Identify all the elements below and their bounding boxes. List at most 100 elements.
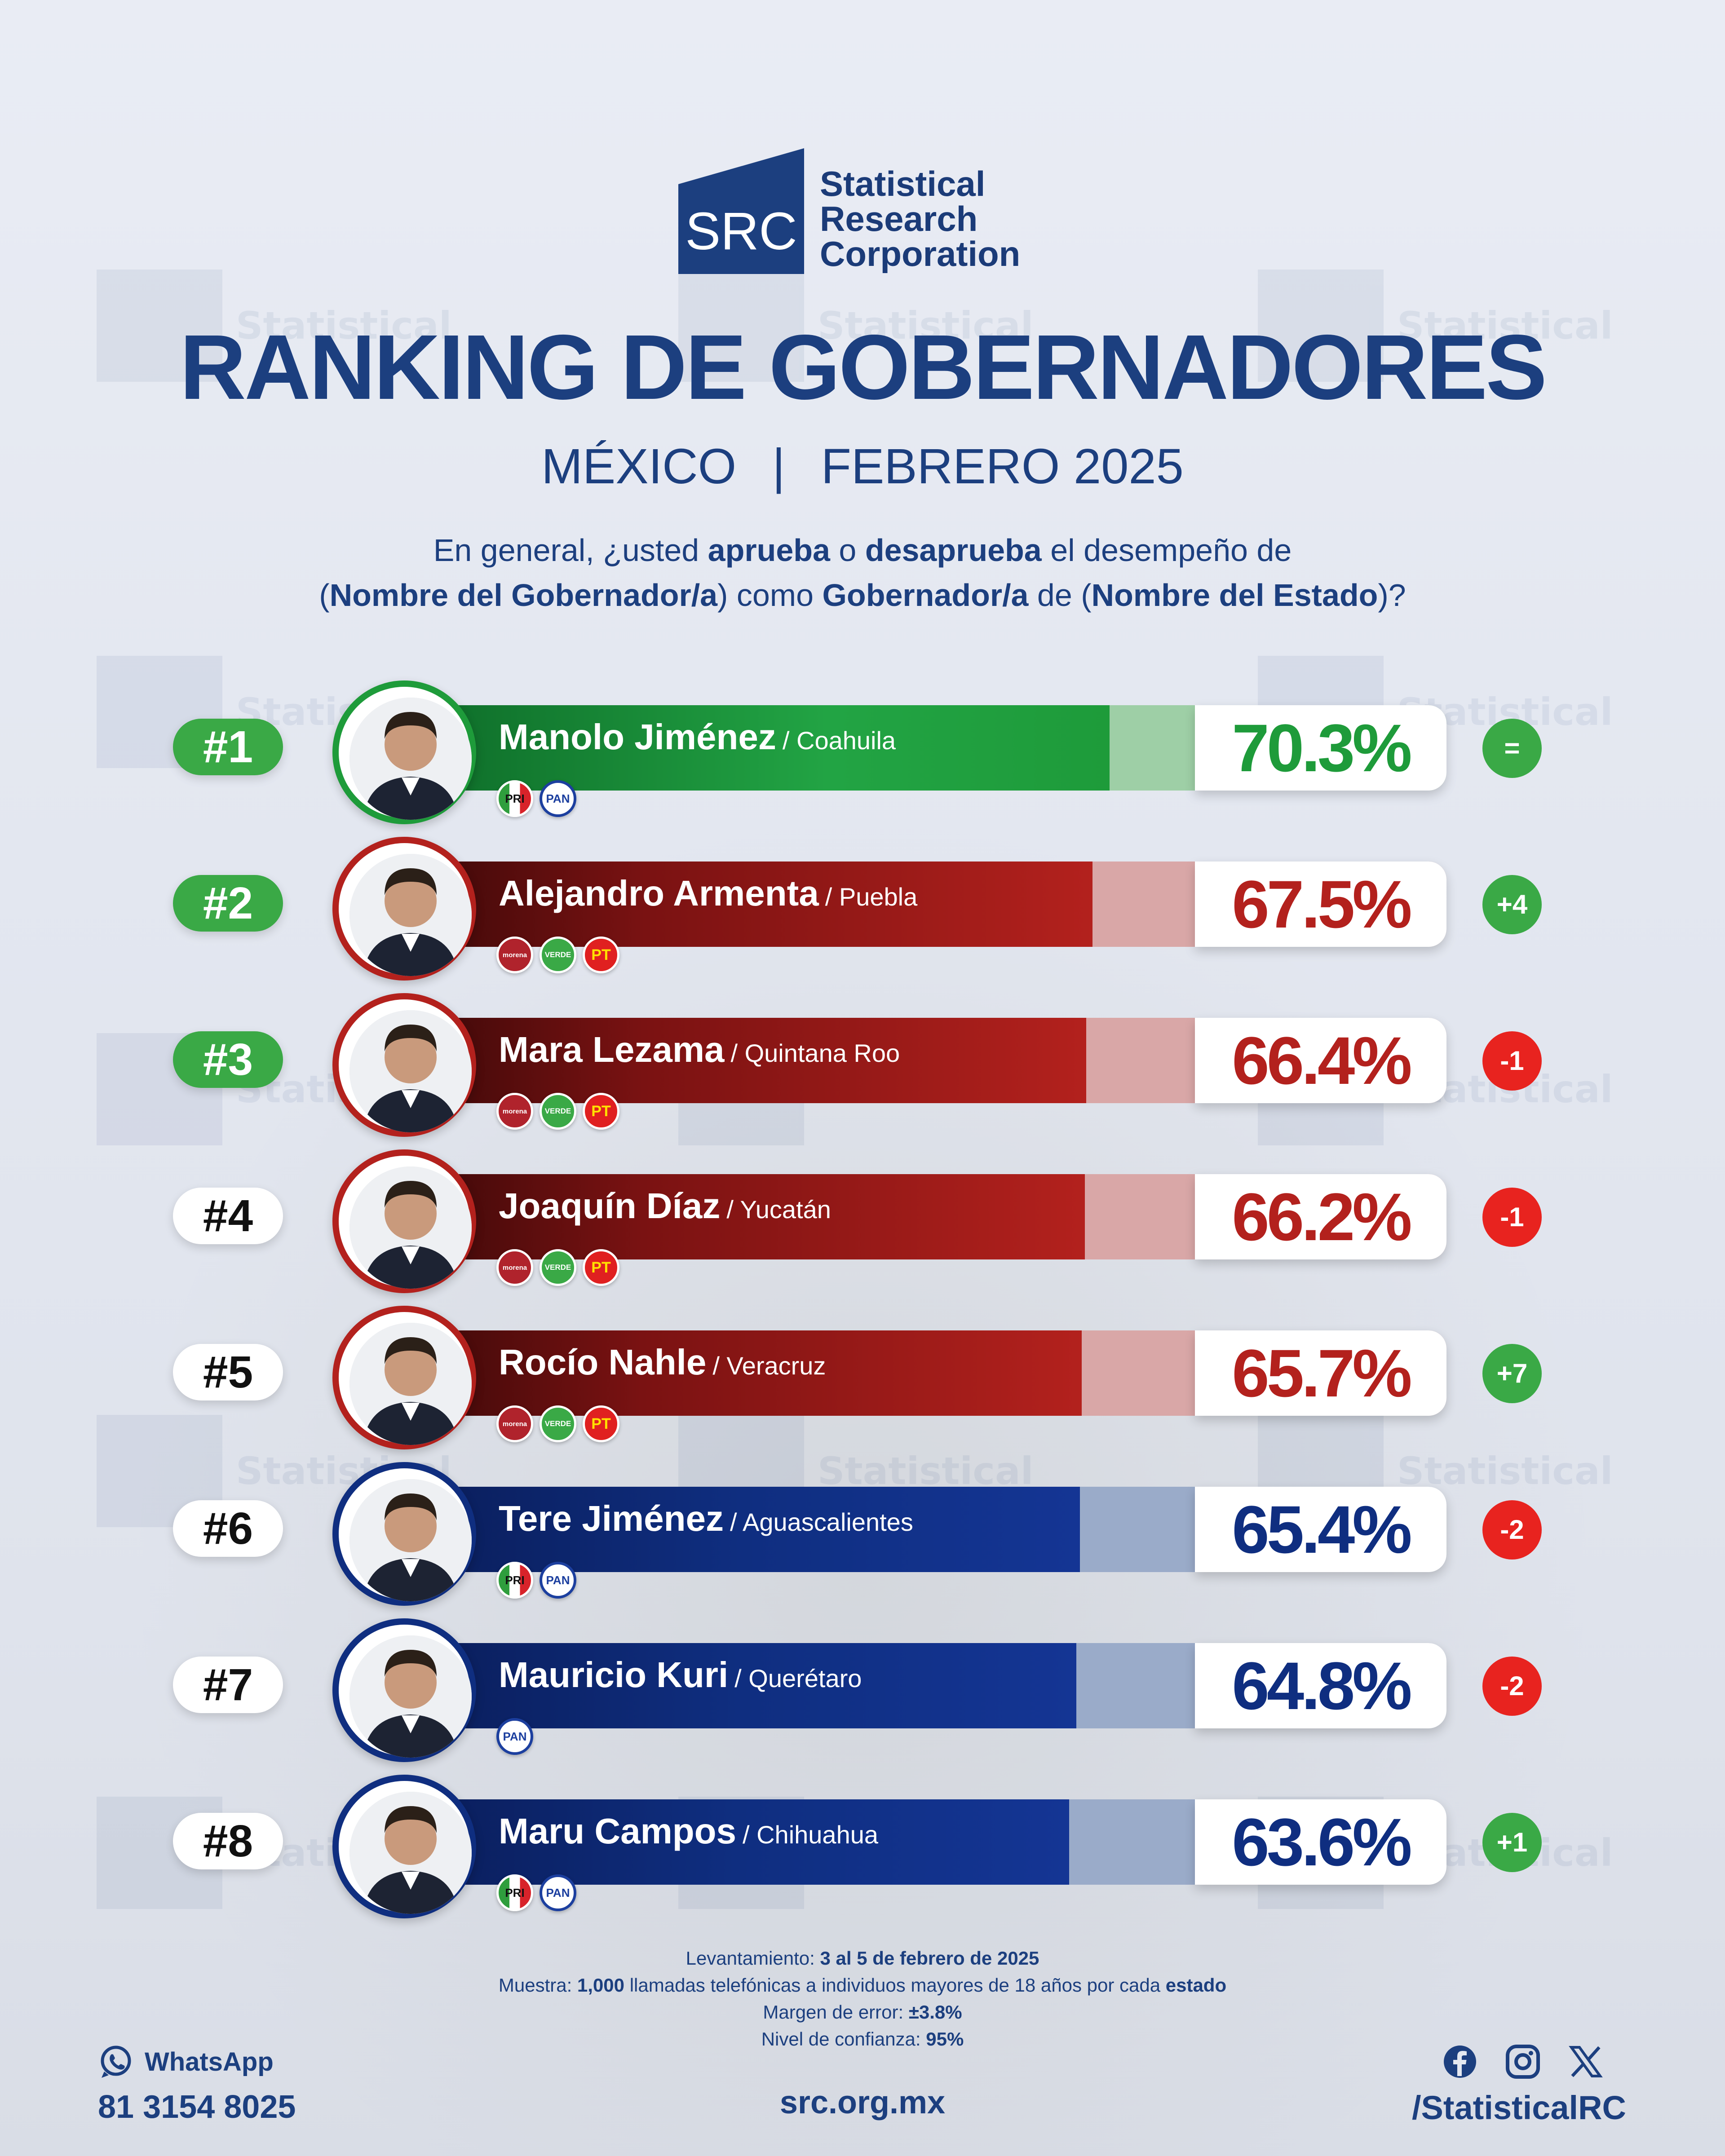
governor-name-line: Manolo Jiménez / Coahuila <box>499 716 896 758</box>
governor-photo <box>332 680 476 824</box>
person-icon <box>349 1479 472 1601</box>
social-links: /StatisticalRC <box>1412 2044 1626 2127</box>
party-logo-verde: VERDE <box>540 1405 576 1442</box>
party-logo-pt: PT <box>583 937 619 973</box>
approval-bar: 67.5% <box>404 862 1446 947</box>
ranking-row: #6 65.4% Tere Jiménez / Agu <box>0 1458 1725 1610</box>
rank-badge: #4 <box>173 1188 283 1244</box>
party-logo-morena: morena <box>496 1093 533 1130</box>
party-logo-morena: morena <box>496 1405 533 1442</box>
bar-fill <box>404 705 1110 791</box>
approval-bar: 66.4% <box>404 1018 1446 1103</box>
logo-line-3: Corporation <box>820 234 1021 274</box>
rank-badge: #1 <box>173 719 283 775</box>
approval-percent: 65.4% <box>1195 1487 1446 1572</box>
governor-name-line: Joaquín Díaz / Yucatán <box>499 1185 831 1227</box>
x-icon[interactable] <box>1568 2044 1604 2080</box>
bar-fill <box>404 1799 1069 1885</box>
bar-fill <box>404 1174 1085 1259</box>
party-logos: PRI PAN <box>496 780 576 817</box>
subtitle-period: FEBRERO 2025 <box>821 439 1184 494</box>
governor-name-line: Mara Lezama / Quintana Roo <box>499 1029 900 1070</box>
governor-state: / Coahuila <box>782 726 896 755</box>
governor-name-line: Tere Jiménez / Aguascalientes <box>499 1498 913 1539</box>
bar-fill <box>404 1330 1082 1416</box>
party-logos: morena VERDE PT <box>496 1093 619 1130</box>
person-icon <box>349 1635 472 1758</box>
page-title: RANKING DE GOBERNADORES <box>179 316 1547 419</box>
governor-name-line: Rocío Nahle / Veracruz <box>499 1342 826 1383</box>
governor-state: / Aguascalientes <box>730 1508 913 1536</box>
methodology: Levantamiento: 3 al 5 de febrero de 2025… <box>498 1948 1227 2050</box>
phone-number: 81 3154 8025 <box>98 2089 296 2125</box>
rank-badge: #3 <box>173 1031 283 1088</box>
rank-badge: #8 <box>173 1813 283 1869</box>
bar-fill <box>404 862 1092 947</box>
instagram-icon[interactable] <box>1505 2044 1541 2080</box>
approval-percent: 66.2% <box>1195 1174 1446 1259</box>
governor-name: Rocío Nahle <box>499 1342 707 1382</box>
approval-percent: 67.5% <box>1195 862 1446 947</box>
person-icon <box>349 698 472 820</box>
svg-text:SRC: SRC <box>685 202 797 261</box>
person-icon <box>349 1166 472 1289</box>
governor-state: / Puebla <box>825 883 918 911</box>
approval-bar: 65.7% <box>404 1330 1446 1416</box>
party-logo-pri: PRI <box>496 1874 533 1911</box>
facebook-icon[interactable] <box>1442 2044 1478 2080</box>
party-logo-pan: PAN <box>540 1562 576 1599</box>
person-icon <box>349 854 472 976</box>
approval-bar: 64.8% <box>404 1643 1446 1728</box>
governor-state: / Chihuahua <box>742 1820 878 1849</box>
party-logo-pan: PAN <box>540 780 576 817</box>
party-logo-pt: PT <box>583 1249 619 1286</box>
governor-photo <box>332 1149 476 1293</box>
social-handle[interactable]: /StatisticalRC <box>1411 2089 1626 2126</box>
party-logo-verde: VERDE <box>540 937 576 973</box>
governor-photo <box>332 837 476 981</box>
ranking-row: #3 66.4% Mara Lezama / Quin <box>0 989 1725 1141</box>
logo-line-2: Research <box>820 199 978 239</box>
governor-name: Alejandro Armenta <box>499 873 819 913</box>
ranking-row: #7 64.8% Mauricio Kuri / Qu <box>0 1614 1725 1767</box>
governor-state: / Veracruz <box>712 1352 826 1380</box>
party-logo-verde: VERDE <box>540 1093 576 1130</box>
party-logos: morena VERDE PT <box>496 1405 619 1442</box>
governor-name: Mauricio Kuri <box>499 1655 729 1695</box>
person-icon <box>349 1323 472 1445</box>
ranking-row: #4 66.2% Joaquín Díaz / Yuc <box>0 1145 1725 1298</box>
party-logo-pri: PRI <box>496 780 533 817</box>
party-logo-pt: PT <box>583 1405 619 1442</box>
governor-photo <box>332 1618 476 1762</box>
governor-name: Joaquín Díaz <box>499 1186 721 1226</box>
governor-name-line: Maru Campos / Chihuahua <box>499 1811 878 1852</box>
rank-change-badge: -2 <box>1482 1500 1542 1560</box>
whatsapp-contact[interactable]: WhatsApp 81 3154 8025 <box>98 2044 296 2125</box>
approval-bar: 65.4% <box>404 1487 1446 1572</box>
website-link[interactable]: src.org.mx <box>779 2085 946 2121</box>
governor-photo <box>332 1775 476 1918</box>
approval-percent: 66.4% <box>1195 1018 1446 1103</box>
governor-state: / Querétaro <box>734 1664 862 1692</box>
rank-badge: #7 <box>173 1657 283 1713</box>
approval-bar: 70.3% <box>404 705 1446 791</box>
approval-percent: 70.3% <box>1195 705 1446 791</box>
bar-fill <box>404 1643 1076 1728</box>
rank-change-badge: +7 <box>1482 1344 1542 1403</box>
rank-badge: #5 <box>173 1344 283 1401</box>
ranking-row: #2 67.5% Alejandro Armenta <box>0 832 1725 985</box>
governor-photo <box>332 1306 476 1449</box>
party-logo-morena: morena <box>496 937 533 973</box>
rank-change-badge: -2 <box>1482 1657 1542 1716</box>
governor-name-line: Mauricio Kuri / Querétaro <box>499 1654 862 1696</box>
party-logo-pan: PAN <box>540 1874 576 1911</box>
approval-bar: 63.6% <box>404 1799 1446 1885</box>
governor-name-line: Alejandro Armenta / Puebla <box>499 873 917 914</box>
bar-fill <box>404 1018 1086 1103</box>
person-icon <box>349 1792 472 1914</box>
ranking-row: #1 70.3% Manolo Jiménez / C <box>0 676 1725 829</box>
governor-photo <box>332 1462 476 1606</box>
party-logo-pan: PAN <box>496 1718 533 1755</box>
ranking-row: #8 63.6% Maru Campos / Chih <box>0 1770 1725 1923</box>
subtitle-separator: | <box>772 439 785 494</box>
